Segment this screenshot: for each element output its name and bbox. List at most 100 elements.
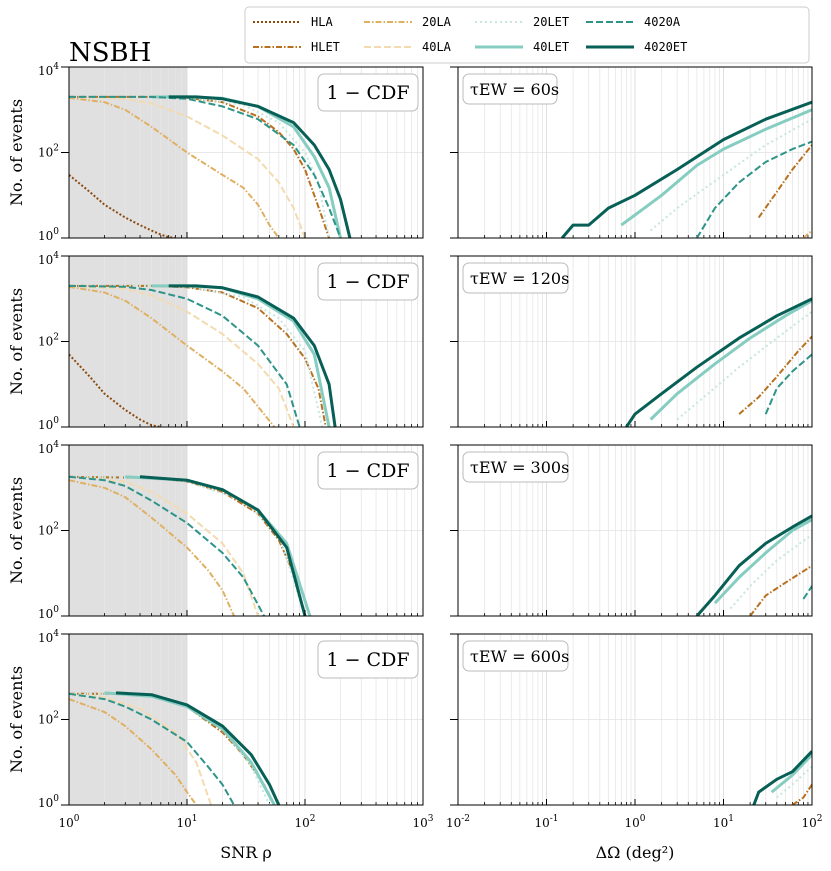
figure-title: NSBH — [69, 38, 151, 68]
series-group — [560, 100, 812, 238]
series-line-4020a — [764, 353, 812, 415]
series-line-40la — [69, 475, 259, 616]
y-axis-title: No. of events — [7, 99, 26, 206]
series-line-20let — [776, 765, 812, 799]
y-axis-title: No. of events — [7, 288, 26, 395]
panels: 100 102 104 1 − CDF No. of events τEW = 60s 10… — [7, 62, 823, 830]
legend-label-4020a: 4020A — [644, 15, 681, 29]
series-line-hlet — [791, 784, 812, 805]
cdf-label: 1 − CDF — [326, 271, 409, 293]
series-line-20la — [69, 285, 276, 427]
series-line-hlet — [69, 475, 306, 616]
y-tick-label: 104 — [38, 251, 59, 267]
series-line-20let — [649, 118, 812, 232]
series-line-20let — [729, 533, 812, 610]
x-tick-label: 100 — [58, 814, 79, 830]
snr-panel-row-0: 100 102 104 1 − CDF No. of events — [7, 62, 424, 243]
series-line-40la — [69, 284, 295, 427]
series-group — [625, 297, 812, 427]
x-tick-label: 100 — [624, 814, 645, 830]
cdf-label: 1 − CDF — [326, 649, 409, 671]
series-line-4020a — [802, 585, 812, 600]
sky-panel-row-2: τEW = 300s — [450, 444, 813, 617]
series-line-hlet — [738, 335, 812, 415]
tau-label-box — [462, 640, 569, 672]
legend-label-20let: 20LET — [533, 15, 569, 29]
series-line-20la — [802, 229, 812, 238]
series-line-40let — [713, 518, 812, 605]
series-line-20let — [69, 284, 324, 427]
series-line-20la — [69, 96, 280, 238]
series-line-4020a — [69, 692, 235, 805]
tau-ew-label: τEW = 300s — [470, 458, 569, 477]
series-line-4020et — [625, 297, 812, 427]
series-line-20let — [676, 310, 812, 421]
cdf-label: 1 − CDF — [326, 82, 409, 104]
cdf-label-box — [317, 73, 419, 112]
snr-x-axis-title: SNR ρ — [220, 843, 272, 862]
y-tick-label: 100 — [38, 605, 59, 621]
y-axis-title: No. of events — [7, 477, 26, 584]
y-tick-label: 102 — [38, 144, 59, 160]
y-tick-label: 104 — [38, 629, 59, 645]
legend-label-40la: 40LA — [422, 40, 452, 54]
y-tick-label: 102 — [38, 522, 59, 538]
series-line-4020a — [69, 284, 301, 427]
series-line-40let — [649, 299, 812, 421]
series-line-20la — [69, 479, 235, 616]
y-tick-label: 104 — [38, 440, 59, 456]
series-line-hla — [69, 353, 161, 427]
series-line-20let — [69, 475, 306, 616]
tau-ew-label: τEW = 120s — [470, 269, 569, 288]
x-tick-label: 102 — [294, 814, 315, 830]
x-tick-label: 10-2 — [446, 814, 470, 830]
legend-label-hla: HLA — [311, 15, 333, 29]
series-line-40la — [69, 95, 306, 238]
cdf-label-box — [317, 451, 419, 490]
series-group — [69, 95, 352, 238]
y-tick-label: 102 — [38, 333, 59, 349]
x-tick-label: 102 — [801, 814, 822, 830]
snr-panel-row-1: 100 102 104 1 − CDF No. of events — [7, 251, 424, 432]
cdf-label-box — [317, 262, 419, 301]
legend-label-hlet: HLET — [311, 40, 340, 54]
series-group — [69, 284, 337, 427]
x-tick-label: 103 — [412, 814, 433, 830]
sky-panel-row-3: 10-2 10-1 100 101 102 τEW = 600s — [446, 633, 823, 830]
legend-label-40let: 40LET — [533, 40, 569, 54]
series-line-4020et — [752, 750, 812, 805]
y-tick-label: 104 — [38, 62, 59, 78]
sky-panel-row-1: τEW = 120s — [450, 255, 813, 428]
series-line-4020a — [69, 95, 342, 238]
series-group — [69, 691, 281, 805]
series-line-4020et — [168, 284, 337, 427]
y-tick-label: 102 — [38, 711, 59, 727]
series-group — [695, 514, 812, 616]
legend-box — [244, 6, 810, 64]
series-group — [752, 750, 812, 805]
snr-panel-row-3: 100 102 104 100 101 102 103 1 − CDF No. of event… — [7, 629, 434, 830]
series-line-40la — [69, 692, 213, 805]
series-line-hlet — [749, 564, 812, 616]
tau-ew-label: τEW = 600s — [470, 647, 569, 666]
tau-label-box — [462, 451, 569, 483]
series-line-hlet — [757, 144, 812, 219]
sky-x-axis-title: ΔΩ (deg²) — [596, 843, 675, 862]
series-group — [69, 475, 312, 616]
cdf-label: 1 − CDF — [326, 460, 409, 482]
tau-ew-label: τEW = 60s — [470, 80, 559, 99]
tau-label-box — [462, 262, 569, 294]
y-tick-label: 100 — [38, 416, 59, 432]
tau-label-box — [462, 73, 558, 105]
y-tick-label: 100 — [38, 227, 59, 243]
series-line-4020et — [560, 100, 812, 238]
y-axis-title: No. of events — [7, 666, 26, 773]
series-line-4020et — [695, 514, 812, 616]
y-tick-label: 100 — [38, 794, 59, 810]
series-line-hla — [69, 174, 176, 238]
series-line-40let — [620, 108, 812, 227]
x-tick-label: 10-1 — [534, 814, 558, 830]
series-line-4020et — [139, 475, 307, 616]
series-line-20la — [69, 698, 198, 805]
